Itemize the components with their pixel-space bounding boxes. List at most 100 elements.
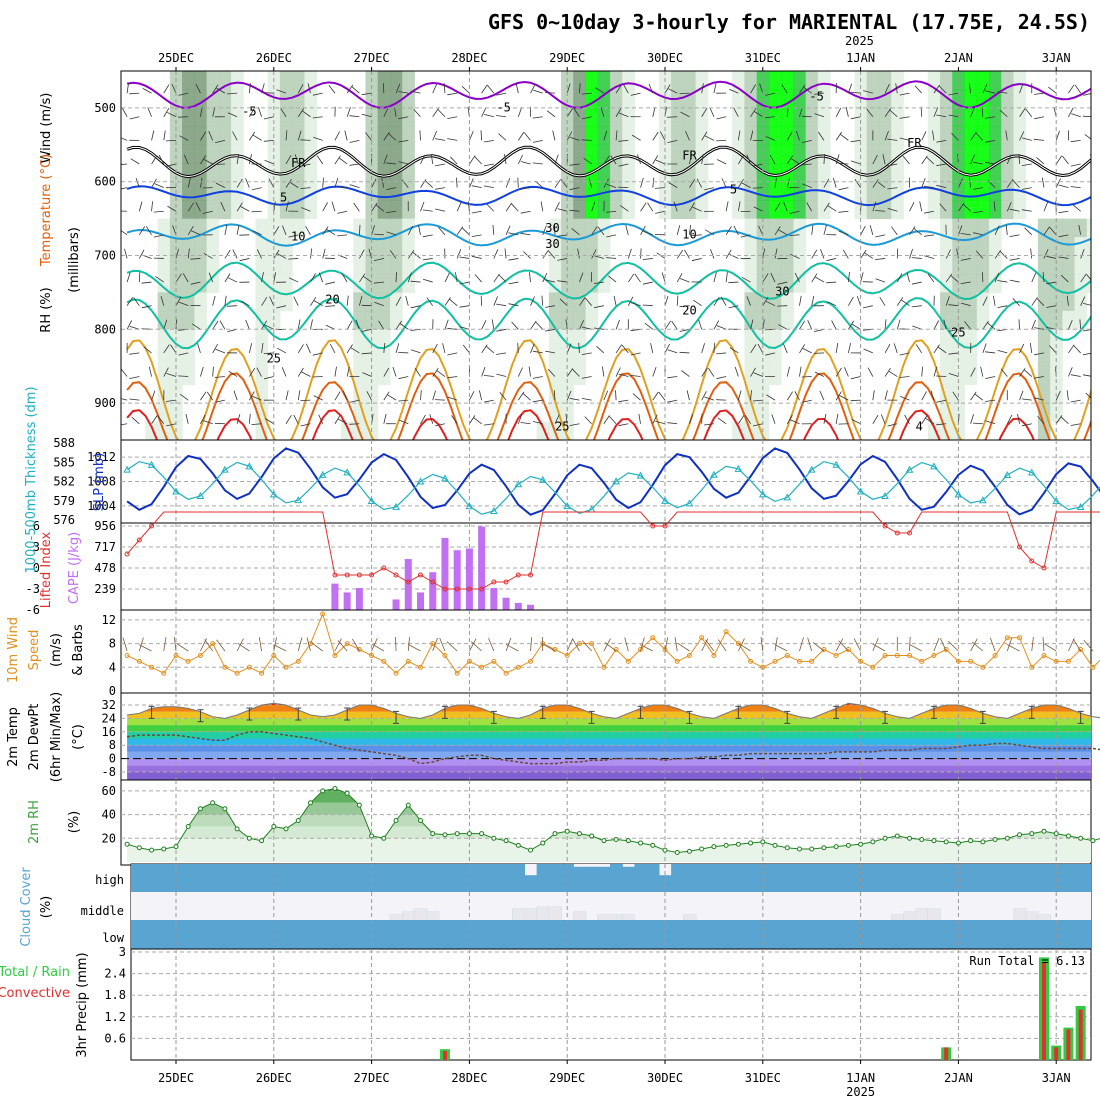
- wind-barb: [1024, 227, 1033, 236]
- wind-barb-10m: [542, 643, 556, 652]
- thickness-marker: [1076, 502, 1085, 510]
- wind-barb: [799, 84, 806, 94]
- wind-barb: [1019, 83, 1024, 94]
- wind-barb: [481, 84, 488, 94]
- wind-barb: [1033, 138, 1045, 141]
- rh-cell: [292, 181, 305, 201]
- wind-barb: [615, 390, 617, 401]
- rh-cell: [1062, 292, 1076, 312]
- wind-barb: [203, 420, 213, 425]
- rh-cell: [292, 71, 305, 90]
- wind-barb: [455, 272, 458, 283]
- wind-barb-10m: [163, 637, 167, 652]
- rh-cell: [218, 89, 232, 109]
- wind-barb-10m: [933, 637, 940, 652]
- rh-cell: [402, 89, 415, 109]
- wind-barb: [689, 178, 696, 188]
- wind-barb: [151, 178, 157, 188]
- rh-cell: [206, 237, 220, 256]
- wind-barb: [759, 83, 764, 94]
- wind-barb: [936, 399, 947, 403]
- rh-cell: [194, 237, 208, 256]
- wind-barb: [264, 324, 274, 330]
- cloud-cell-low: [866, 920, 880, 949]
- wind-barb-10m: [1043, 643, 1057, 652]
- wind-barb: [679, 305, 690, 308]
- wind-barb: [708, 367, 715, 377]
- rh-cell: [988, 107, 1002, 127]
- wind-barb: [474, 156, 482, 165]
- cloud-cell-low: [402, 920, 415, 949]
- wind-barb: [557, 280, 568, 283]
- label-wind10-units: (m/s): [49, 633, 64, 667]
- rh-cell: [377, 255, 391, 275]
- cloud-cell-middle-light: [548, 906, 562, 920]
- rh-marker: [968, 838, 974, 844]
- wind-barb: [346, 295, 349, 306]
- wind-barb: [799, 295, 802, 306]
- wind-barb: [365, 132, 372, 141]
- rh-cell: [255, 273, 269, 293]
- rh-cell: [744, 218, 758, 238]
- wind-barb: [373, 281, 384, 284]
- wind-barb: [389, 250, 397, 259]
- cloud-cell-low: [499, 920, 513, 949]
- cloud-cell-high: [218, 864, 232, 892]
- wind-barb: [374, 301, 384, 307]
- rh-cell: [793, 71, 807, 90]
- wind-barb: [902, 155, 910, 165]
- rh-cell: [182, 329, 195, 349]
- precip-tick-label: 2.4: [104, 967, 126, 981]
- wind-barb: [1019, 131, 1025, 141]
- wind-barb: [322, 248, 326, 259]
- wind-barb: [322, 177, 324, 188]
- label-wind10-speed: Speed: [27, 630, 42, 671]
- wind-barb: [1005, 130, 1008, 141]
- cloud-cell-high: [573, 866, 587, 892]
- wind-barb: [765, 300, 776, 307]
- cloud-cell-low: [634, 920, 648, 949]
- wind-barb: [151, 201, 153, 212]
- rh-cell: [781, 237, 794, 256]
- wind-barb: [554, 414, 560, 424]
- wind-barb: [1034, 376, 1045, 379]
- rh-cell: [940, 292, 953, 312]
- wind-speed-marker: [161, 670, 167, 676]
- wind-barb: [322, 202, 328, 212]
- rh-cell: [952, 310, 966, 330]
- wind-barb: [236, 154, 240, 165]
- wind-barb: [138, 201, 143, 212]
- wind-barb: [437, 109, 446, 118]
- wind-barb: [566, 83, 571, 94]
- wind-barb: [948, 114, 959, 118]
- wind-barb: [129, 116, 140, 120]
- wind-barb: [643, 231, 653, 236]
- wind-speed-marker: [931, 652, 937, 658]
- wind-barb: [486, 203, 495, 212]
- wind-barb: [634, 273, 641, 283]
- wind-speed-marker: [955, 658, 961, 664]
- thickness-marker: [710, 470, 718, 478]
- wind-barb: [933, 366, 938, 377]
- wind-barb: [288, 234, 299, 238]
- wind-barb: [334, 391, 341, 401]
- wind-barb: [191, 323, 201, 330]
- rh-cell: [732, 89, 745, 109]
- wind-barb: [603, 155, 610, 165]
- date-label-bottom: 3JAN: [1042, 1071, 1071, 1085]
- wind-barb-10m: [407, 637, 410, 652]
- wind-barb: [693, 299, 702, 307]
- wind-barb: [1093, 203, 1099, 211]
- rh-cell: [1013, 144, 1027, 164]
- wind-speed-marker: [576, 641, 582, 647]
- wind-barb: [889, 109, 898, 118]
- wind-barb: [438, 226, 446, 236]
- wind-barb: [473, 417, 482, 425]
- cloud-cell-low: [609, 920, 623, 949]
- wind-barb: [909, 248, 913, 259]
- wind-barb: [924, 255, 935, 259]
- wind-barb: [1058, 234, 1069, 238]
- wind-barb: [224, 273, 231, 283]
- wind-barb: [867, 367, 874, 377]
- wind-barb: [823, 225, 827, 235]
